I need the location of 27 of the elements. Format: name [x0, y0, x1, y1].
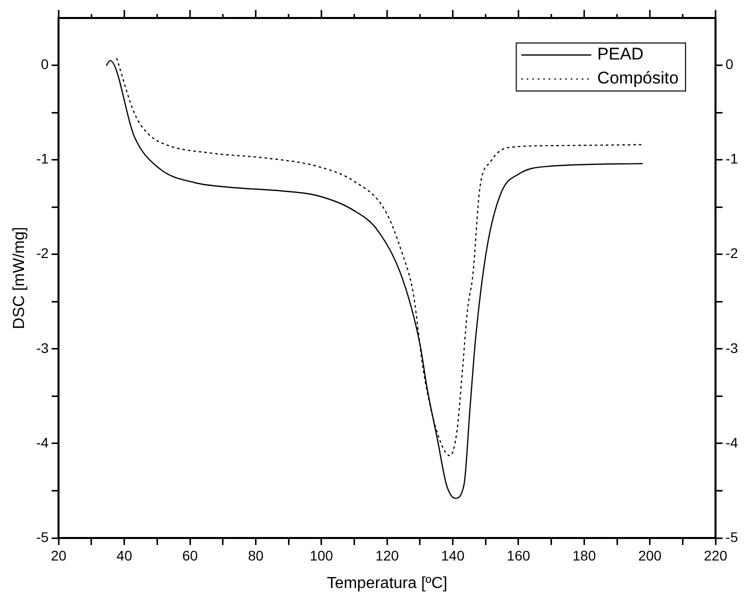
y-tick-label: -2: [36, 245, 49, 262]
x-tick-label: 220: [704, 547, 728, 564]
x-axis-title: Temperatura [ºC]: [326, 574, 448, 592]
y2-tick-label: -4: [726, 434, 738, 450]
x-tick-label: 80: [248, 547, 264, 564]
legend-label: PEAD: [597, 44, 644, 64]
x-tick-label: 180: [572, 547, 596, 564]
y2-tick-label: -3: [726, 340, 738, 356]
y-tick-label: -1: [36, 150, 49, 167]
y-tick-label: -3: [36, 340, 49, 356]
x-tick-label: 60: [182, 547, 198, 564]
y-tick-label: 0: [40, 56, 49, 72]
x-tick-label: 200: [638, 547, 662, 564]
x-tick-label: 100: [310, 547, 334, 564]
x-tick-label: 40: [116, 547, 132, 564]
y2-tick-label: -1: [726, 150, 738, 167]
y2-tick-label: -5: [726, 528, 738, 545]
y-tick-label: -5: [36, 528, 49, 545]
x-tick-label: 160: [506, 547, 530, 564]
y-axis-title: DSC [mW/mg]: [11, 226, 28, 330]
x-tick-label: 120: [375, 547, 399, 564]
x-tick-label: 140: [441, 547, 465, 564]
x-tick-label: 20: [50, 547, 67, 564]
y2-tick-label: 0: [726, 56, 734, 72]
y-tick-label: -4: [36, 434, 49, 450]
legend-label: Compósito: [597, 68, 679, 88]
y2-tick-label: -2: [726, 245, 738, 262]
